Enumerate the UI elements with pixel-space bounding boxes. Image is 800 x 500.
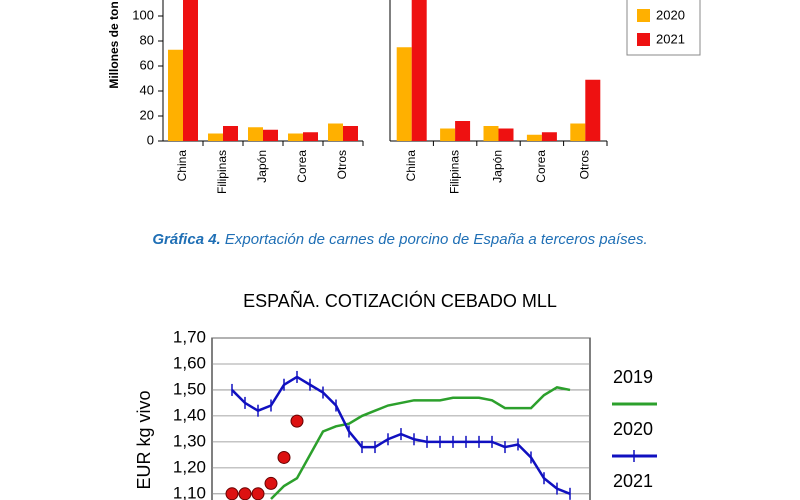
y-tick-label: 0 [147, 132, 154, 147]
x-tick-label: China [175, 150, 189, 182]
bar [498, 128, 514, 141]
caption-text: Exportación de carnes de porcino de Espa… [225, 231, 648, 248]
legend-swatch [637, 33, 650, 46]
x-tick-label: Otros [577, 150, 591, 179]
legend-label: 2019 [613, 367, 653, 387]
y-tick-label: 1,70 [173, 327, 206, 346]
y-tick-label: 60 [140, 57, 154, 72]
y-tick-label: 20 [140, 107, 154, 122]
x-tick-label: Japón [491, 150, 505, 183]
point-marker [251, 487, 265, 500]
y-tick-label: 1,10 [173, 483, 206, 500]
bar [585, 79, 601, 141]
bar [208, 133, 223, 141]
chart-title: ESPAÑA. COTIZACIÓN CEBADO MLL [243, 290, 557, 311]
legend-label: 2021 [656, 31, 685, 46]
point-marker [277, 450, 291, 464]
x-tick-label: Corea [534, 150, 548, 183]
bar [343, 126, 358, 141]
y-tick-label: 40 [140, 82, 154, 97]
bar [455, 121, 471, 141]
line [270, 386, 571, 500]
bar [541, 132, 557, 141]
point-marker [264, 476, 278, 490]
point-marker [225, 487, 239, 500]
x-tick-label: Otros [335, 150, 349, 179]
caption: Gráfica 4. Exportación de carnes de porc… [152, 231, 647, 248]
point-marker [290, 414, 304, 428]
bar [328, 123, 343, 141]
bar [411, 0, 427, 141]
bar [183, 0, 198, 141]
y-tick-label: 1,20 [173, 457, 206, 476]
caption-label: Gráfica 4. [152, 231, 220, 248]
bar [248, 127, 263, 141]
bar [526, 134, 542, 141]
legend-label: 2020 [613, 419, 653, 439]
y-tick-label: 1,30 [173, 431, 206, 450]
x-tick-label: Corea [295, 150, 309, 183]
legend-label: 2020 [656, 7, 685, 22]
x-tick-label: Filipinas [447, 150, 461, 194]
x-tick-label: Japón [255, 150, 269, 183]
point-marker [238, 487, 252, 500]
legend-swatch [637, 9, 650, 22]
y-tick-label: 80 [140, 32, 154, 47]
bar [288, 133, 303, 141]
bar [223, 126, 238, 141]
x-tick-label: China [404, 150, 418, 182]
y-tick-label: 100 [132, 7, 154, 22]
bar [440, 128, 456, 141]
bar [303, 132, 318, 141]
bar [483, 126, 499, 141]
plot-frame [211, 337, 591, 500]
y-axis-label: Millones de ton [107, 1, 121, 88]
bar [168, 49, 183, 141]
bar [570, 123, 586, 141]
y-tick-label: 1,50 [173, 379, 206, 398]
y-axis-label: EUR kg vivo [134, 390, 154, 489]
legend-label: 2021 [613, 471, 653, 491]
bar [263, 129, 278, 141]
bar [396, 47, 412, 141]
y-tick-label: 1,60 [173, 353, 206, 372]
x-tick-label: Filipinas [215, 150, 229, 194]
y-tick-label: 1,40 [173, 405, 206, 424]
